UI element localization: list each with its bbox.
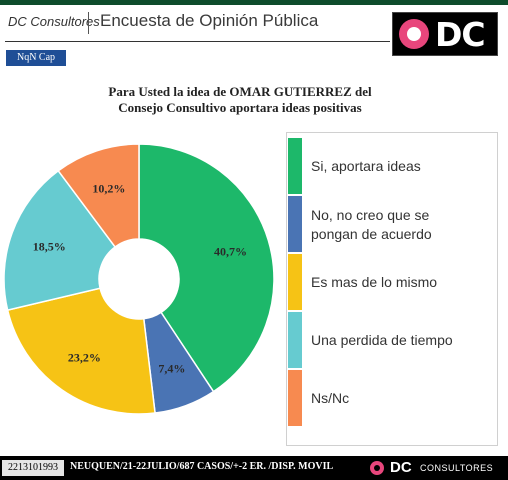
legend-label-mas-de-lo-mismo: Es mas de lo mismo <box>311 274 438 290</box>
legend-label-perdida: Una perdida de tiempo <box>311 332 453 348</box>
odc-logo: DC <box>392 12 498 56</box>
top-bar <box>0 0 508 5</box>
logo-o-icon <box>399 19 429 49</box>
footer-logo-consultores: CONSULTORES <box>420 463 494 473</box>
location-tag: NqN Cap <box>6 50 66 66</box>
footer-bar: 2213101993 NEUQUEN/21-22JULIO/687 CASOS/… <box>0 456 508 480</box>
brand-name: DC Consultores <box>8 14 100 29</box>
chart-title-line-1: Para Usted la idea de OMAR GUTIERREZ del <box>108 84 372 99</box>
footer-survey-info: NEUQUEN/21-22JULIO/687 CASOS/+-2 ER. /DI… <box>70 461 334 472</box>
chart-title-line-2: Consejo Consultivo aportara ideas positi… <box>118 100 362 115</box>
pie-slice-nsnc <box>57 143 140 248</box>
legend-swatch-si <box>288 138 302 194</box>
donut-chart: 40,7% 7,4% 23,2% 18,5% 10,2% <box>3 143 275 415</box>
footer-logo-dc: DC <box>390 459 412 476</box>
legend-swatch-perdida <box>288 312 302 368</box>
logo-text: DC <box>435 15 486 54</box>
footer-phone: 2213101993 <box>2 460 64 476</box>
header: DC Consultores Encuesta de Opinión Públi… <box>0 5 508 41</box>
legend-label-si: Si, aportara ideas <box>311 158 421 174</box>
header-divider <box>5 41 390 42</box>
pie-slice-mas-de-lo-mismo <box>6 287 156 415</box>
header-title: Encuesta de Opinión Pública <box>100 11 319 30</box>
pie-label-perdida: 18,5% <box>33 239 66 253</box>
footer-logo-o-icon <box>370 461 384 475</box>
pie-label-si: 40,7% <box>214 244 247 258</box>
legend-swatch-nsnc <box>288 370 302 426</box>
legend-swatch-no <box>288 196 302 252</box>
legend: Si, aportara ideas No, no creo que se po… <box>286 132 498 446</box>
pie-label-mas-de-lo-mismo: 23,2% <box>68 350 101 364</box>
legend-label-nsnc: Ns/Nc <box>311 390 350 406</box>
legend-label-no-line-1: No, no creo que se <box>311 207 430 223</box>
pie-label-nsnc: 10,2% <box>92 181 125 195</box>
header-separator <box>88 12 89 34</box>
pie-label-no: 7,4% <box>158 362 185 376</box>
pie-slice-perdida <box>3 169 117 312</box>
chart-title: Para Usted la idea de OMAR GUTIERREZ del… <box>80 84 400 116</box>
legend-swatch-mas-de-lo-mismo <box>288 254 302 310</box>
legend-label-no-line-2: pongan de acuerdo <box>311 226 432 242</box>
